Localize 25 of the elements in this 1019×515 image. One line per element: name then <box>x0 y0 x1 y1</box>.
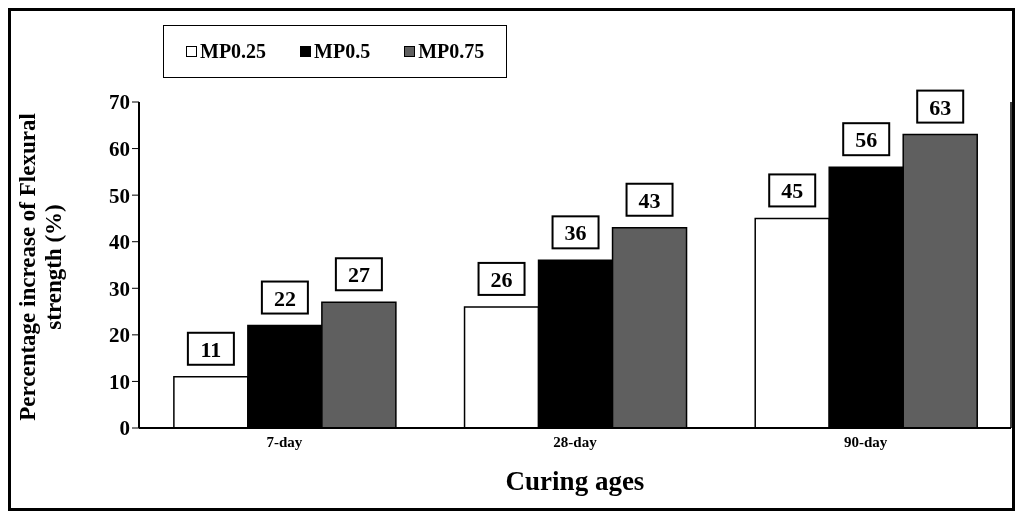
y-tick-label: 20 <box>109 323 130 348</box>
x-tick-label: 28-day <box>553 433 598 450</box>
data-label: 22 <box>273 285 296 311</box>
data-label: 27 <box>347 262 370 288</box>
y-tick-label: 10 <box>109 369 130 394</box>
legend-label: MP0.25 <box>199 40 267 63</box>
data-label: 45 <box>781 178 804 204</box>
y-tick-label: 70 <box>109 90 130 115</box>
y-tick-label: 40 <box>109 230 130 255</box>
y-tick-label: 60 <box>109 137 130 162</box>
legend-label: MP0.5 <box>313 40 371 63</box>
x-tick-label: 7-day <box>266 433 303 450</box>
data-label: 43 <box>638 187 661 213</box>
y-tick-label: 50 <box>109 183 130 208</box>
data-label: 63 <box>929 94 952 120</box>
legend-label: MP0.75 <box>417 40 485 63</box>
y-tick-label: 30 <box>109 276 130 301</box>
data-label: 26 <box>490 266 513 292</box>
y-tick-label: 0 <box>119 416 130 441</box>
data-label: 36 <box>564 220 587 246</box>
x-axis-title: Curing ages <box>505 466 645 496</box>
x-tick-label: 90-day <box>843 433 888 450</box>
y-axis-title: Percentage increase of Flexural strength (%) <box>15 112 67 423</box>
data-label: 56 <box>855 127 878 153</box>
data-label: 11 <box>200 336 222 362</box>
